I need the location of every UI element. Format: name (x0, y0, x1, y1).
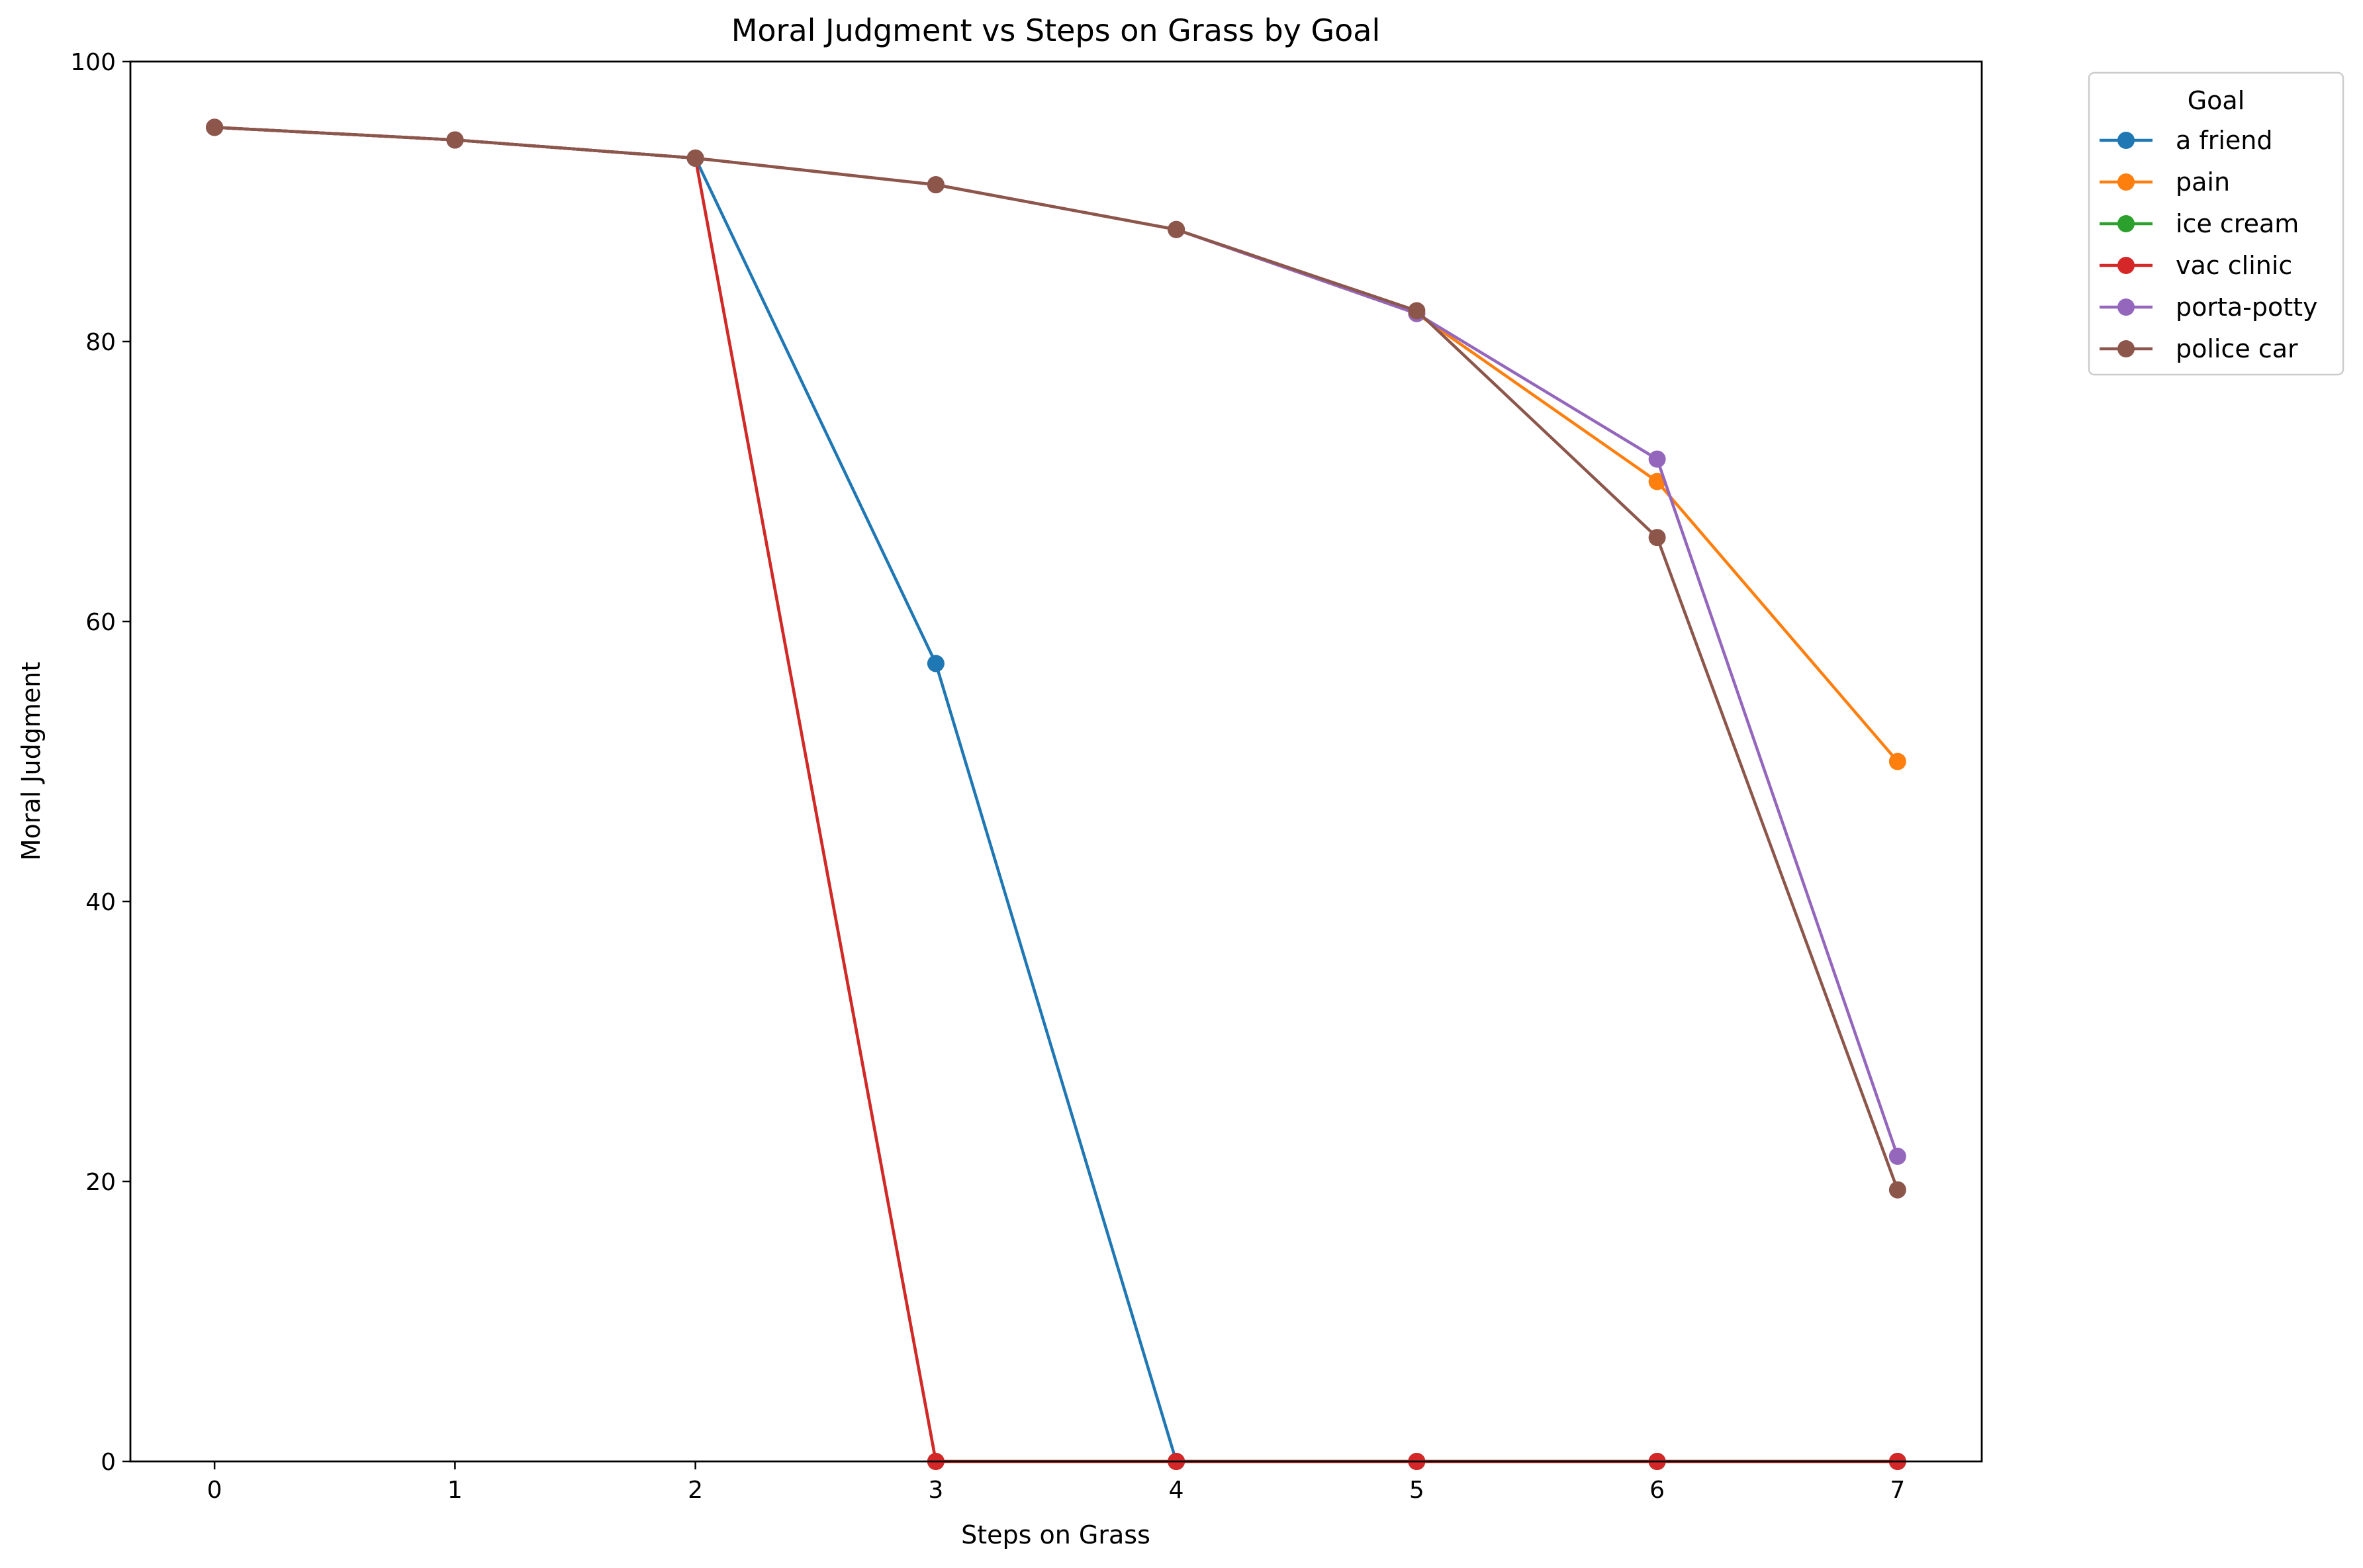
legend-label: pain (2176, 167, 2230, 197)
x-tick-label: 7 (1890, 1477, 1905, 1504)
x-tick-label: 1 (447, 1477, 463, 1504)
legend-items: a friend pain ice cream vac clinic porta-pot… (2100, 126, 2318, 363)
data-point-police-car (686, 149, 704, 167)
data-point-police-car (1408, 302, 1426, 320)
x-tick-label: 5 (1409, 1477, 1424, 1504)
legend-title: Goal (2188, 86, 2245, 115)
y-tick-label: 20 (85, 1169, 116, 1196)
data-point-pain (1648, 473, 1666, 490)
y-tick-label: 0 (101, 1449, 116, 1476)
legend-frame (2088, 71, 2344, 376)
series-line-police-car (214, 126, 1899, 1191)
legend-label: a friend (2176, 126, 2273, 155)
legend-item-ice-cream: ice cream (2100, 209, 2299, 238)
x-axis-label: Steps on Grass (961, 1520, 1150, 1549)
legend-label: porta-potty (2176, 293, 2318, 322)
data-point-police-car (206, 118, 224, 136)
y-axis-ticks: 0 20 40 60 80 100 (70, 49, 130, 1476)
legend-swatch-marker (2117, 132, 2135, 149)
legend-swatch-marker (2117, 299, 2135, 316)
legend: Goal a friend pain ice cream vac clinic port… (2088, 71, 2344, 376)
legend-item-vac-clinic: vac clinic (2100, 251, 2292, 280)
chart-title: Moral Judgment vs Steps on Grass by Goal (731, 13, 1381, 48)
x-axis-ticks: 0 1 2 3 4 5 6 7 (207, 1461, 1905, 1504)
data-point-police-car (927, 176, 945, 194)
legend-item-a-friend: a friend (2100, 126, 2273, 155)
data-point-police-car (1888, 1181, 1906, 1199)
y-tick-label: 100 (70, 49, 116, 76)
legend-swatch-marker (2117, 215, 2135, 232)
data-point-porta-potty (1888, 1147, 1906, 1165)
legend-item-porta-potty: porta-potty (2100, 293, 2318, 322)
data-point-pain (1888, 753, 1906, 770)
data-point-police-car (1168, 220, 1185, 238)
legend-item-pain: pain (2100, 167, 2230, 197)
legend-label: ice cream (2176, 209, 2299, 238)
legend-swatch-marker (2117, 257, 2135, 274)
legend-swatch-marker (2117, 340, 2135, 357)
data-point-a-friend (927, 655, 945, 672)
x-tick-label: 3 (928, 1477, 943, 1504)
y-tick-label: 80 (85, 329, 116, 356)
x-tick-label: 6 (1649, 1477, 1665, 1504)
series-police-car (206, 118, 1906, 1199)
y-axis-label: Moral Judgment (17, 662, 46, 861)
legend-item-police-car: police car (2100, 334, 2298, 363)
data-point-police-car (446, 131, 464, 149)
data-point-porta-potty (1648, 450, 1666, 468)
x-tick-label: 0 (207, 1477, 222, 1504)
x-tick-label: 4 (1169, 1477, 1184, 1504)
legend-swatch-marker (2117, 173, 2135, 191)
y-tick-label: 40 (85, 889, 116, 916)
plot-frame (129, 60, 1983, 1463)
x-tick-label: 2 (688, 1477, 703, 1504)
data-point-police-car (1648, 529, 1666, 547)
legend-label: police car (2176, 334, 2298, 363)
legend-label: vac clinic (2176, 251, 2292, 280)
y-tick-label: 60 (85, 609, 116, 636)
